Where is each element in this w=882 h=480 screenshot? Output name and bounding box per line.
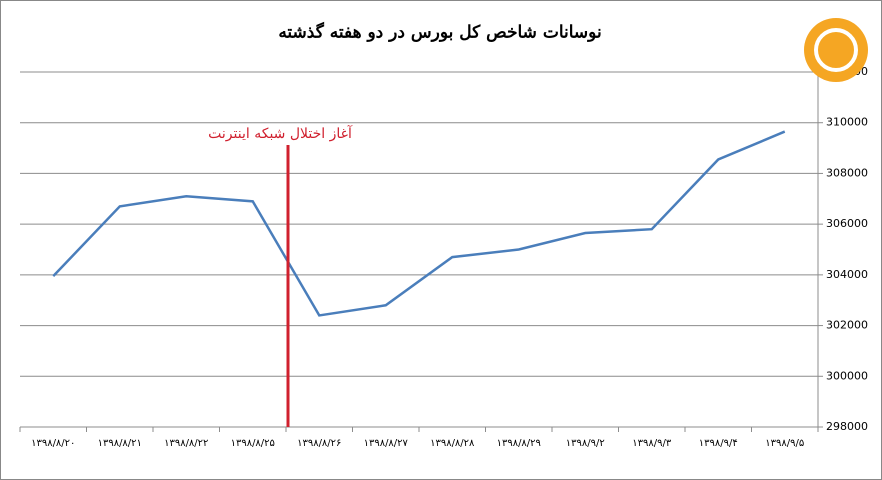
x-tick-label: ۱۳۹۸/۹/۳: [632, 438, 672, 449]
y-tick-label: 306000: [826, 217, 868, 230]
y-tick-label: 298000: [826, 420, 868, 433]
x-tick-label: ۱۳۹۸/۸/۲۸: [430, 438, 475, 449]
x-tick-label: ۱۳۹۸/۸/۲۵: [231, 438, 275, 449]
x-tick-label: ۱۳۹۸/۸/۲۱: [98, 438, 142, 449]
logo: [804, 18, 868, 82]
line-series: [52, 130, 786, 317]
y-tick-label: 304000: [826, 268, 868, 281]
chart-title: نوسانات شاخص کل بورس در دو هفته گذشته: [278, 22, 601, 43]
y-tick-label: 308000: [826, 166, 868, 179]
logo-inner: [814, 28, 858, 72]
y-tick-label: 300000: [826, 369, 868, 382]
x-tick-label: ۱۳۹۸/۹/۴: [699, 438, 738, 449]
x-tick-label: ۱۳۹۸/۸/۲۶: [297, 438, 341, 449]
x-tick-label: ۱۳۹۸/۹/۲: [566, 438, 605, 449]
x-tick-label: ۱۳۹۸/۸/۲۰: [31, 438, 75, 449]
x-tick-label: ۱۳۹۸/۸/۲۲: [164, 438, 208, 449]
y-tick-label: 302000: [826, 319, 868, 332]
y-tick-label: 310000: [826, 116, 868, 129]
x-tick-label: ۱۳۹۸/۸/۲۹: [497, 438, 541, 449]
x-tick-label: ۱۳۹۸/۸/۲۷: [364, 438, 409, 449]
x-tick-label: ۱۳۹۸/۹/۵: [765, 438, 804, 449]
annotation: آغاز اختلال شبکه اینترنت: [208, 124, 353, 142]
